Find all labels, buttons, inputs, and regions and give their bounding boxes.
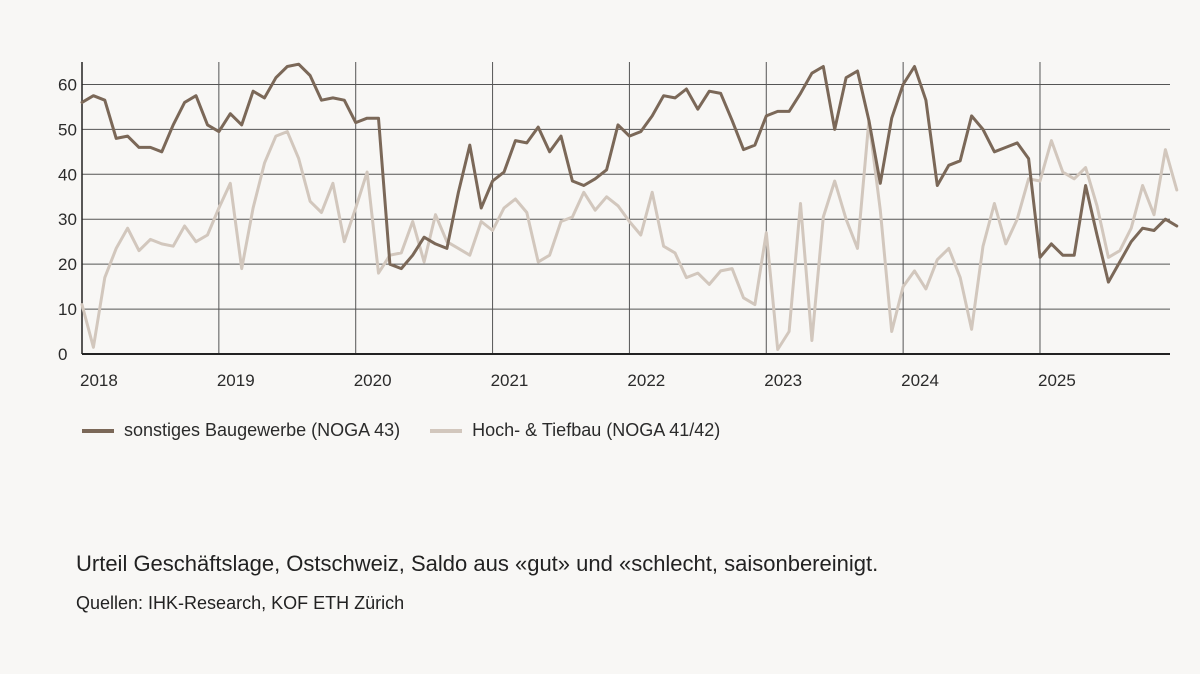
y-tick-label-60: 60 xyxy=(58,75,77,94)
x-tick-label-2020: 2020 xyxy=(354,371,392,390)
x-tick-label-2023: 2023 xyxy=(764,371,802,390)
x-tick-label-2019: 2019 xyxy=(217,371,255,390)
legend-swatch-dark xyxy=(82,428,114,433)
y-tick-label-30: 30 xyxy=(58,210,77,229)
chart-source: Quellen: IHK-Research, KOF ETH Zürich xyxy=(76,593,405,613)
legend-label-sonstiges-baugewerbe: sonstiges Baugewerbe (NOGA 43) xyxy=(124,420,401,440)
legend-swatch-light xyxy=(430,428,463,433)
y-tick-label-0: 0 xyxy=(58,345,67,364)
y-tick-label-40: 40 xyxy=(58,165,77,184)
chart-caption: Urteil Geschäftslage, Ostschweiz, Saldo … xyxy=(76,551,879,576)
legend-label-hoch-tiefbau: Hoch- & Tiefbau (NOGA 41/42) xyxy=(472,420,721,440)
x-tick-label-2022: 2022 xyxy=(627,371,665,390)
legend-item-sonstiges-baugewerbe: sonstiges Baugewerbe (NOGA 43) xyxy=(82,420,400,441)
x-tick-label-2024: 2024 xyxy=(901,371,939,390)
y-tick-label-20: 20 xyxy=(58,255,77,274)
series-line-hoch-tiefbau xyxy=(80,118,1179,351)
x-tick-label-2021: 2021 xyxy=(491,371,529,390)
legend: sonstiges Baugewerbe (NOGA 43) Hoch- & T… xyxy=(82,420,750,441)
y-tick-label-50: 50 xyxy=(58,120,77,139)
series-line-sonstiges-baugewerbe xyxy=(80,62,1179,284)
x-tick-label-2025: 2025 xyxy=(1038,371,1076,390)
y-tick-label-10: 10 xyxy=(58,300,77,319)
legend-item-hoch-tiefbau: Hoch- & Tiefbau (NOGA 41/42) xyxy=(430,420,720,441)
x-tick-label-2018: 2018 xyxy=(80,371,118,390)
